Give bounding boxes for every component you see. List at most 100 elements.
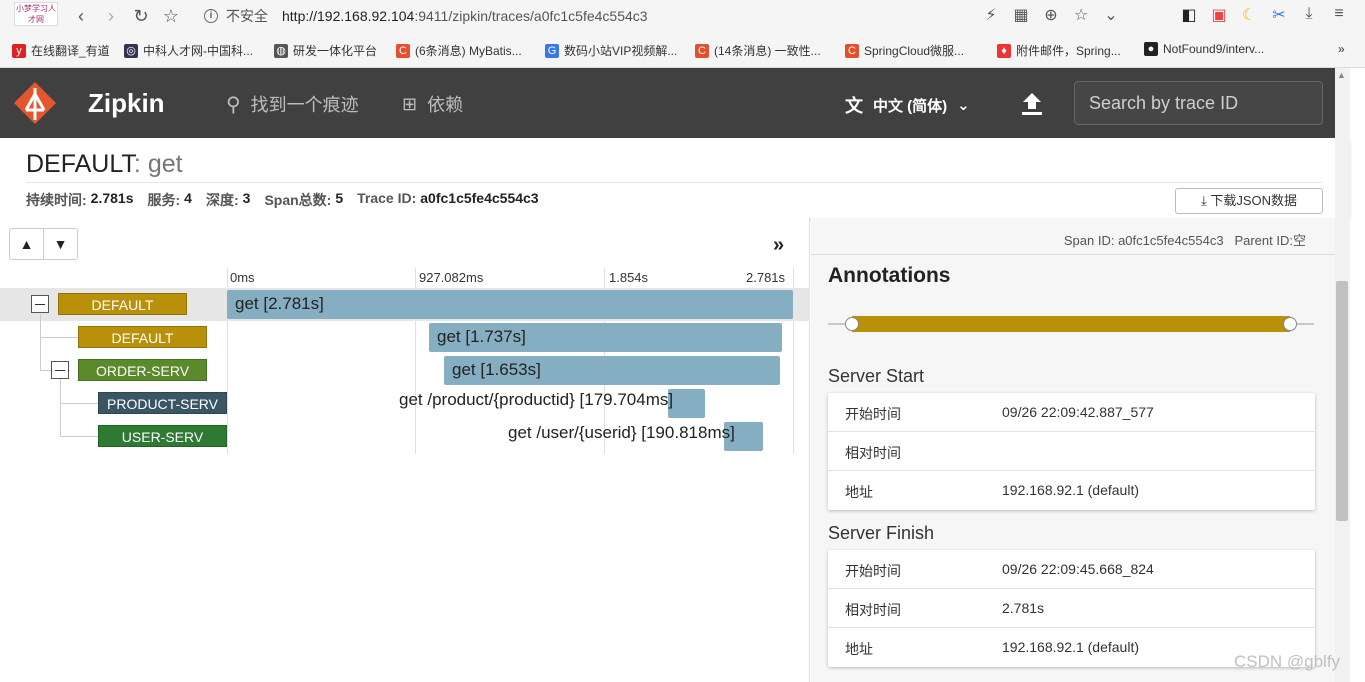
- address-bar[interactable]: 不安全 http://192.168.92.104:9411/zipkin/tra…: [226, 5, 648, 27]
- download-json-button[interactable]: ⤓ 下载JSON数据: [1175, 188, 1323, 214]
- annotation-end-marker[interactable]: [1283, 317, 1297, 331]
- gridline: [793, 268, 794, 454]
- services-value: 4: [184, 190, 192, 206]
- bookmark-item[interactable]: C SpringCloud微服...: [845, 42, 964, 59]
- spans-label: Span总数:: [264, 192, 332, 208]
- duration-label: 持续时间:: [26, 192, 87, 208]
- tick-label: 2.781s: [746, 270, 786, 285]
- dependencies-link[interactable]: ⊞ 依赖: [402, 91, 463, 117]
- bookmark-item[interactable]: ◍ 研发一体化平台: [274, 42, 377, 59]
- bookmark-label: 数码小站VIP视频解...: [564, 44, 678, 58]
- bookmark-label: 在线翻译_有道: [31, 44, 110, 58]
- service-badge: USER-SERV: [98, 425, 227, 447]
- depth-label: 深度:: [205, 192, 239, 208]
- span-bar[interactable]: [668, 389, 705, 418]
- annotation-row: 相对时间: [828, 432, 1315, 471]
- collapse-toggle-icon[interactable]: [31, 295, 49, 313]
- tree-line: [60, 379, 61, 436]
- bookmark-label: (14条消息) 一致性...: [714, 44, 821, 58]
- bookmarks-bar: y 在线翻译_有道 ◎ 中科人才网-中国科... ◍ 研发一体化平台 C (6条消息) MyB…: [0, 38, 1365, 64]
- parent-id-value: 空: [1292, 233, 1306, 248]
- bookmark-item[interactable]: ◎ 中科人才网-中国科...: [124, 42, 253, 59]
- info-icon[interactable]: i: [204, 9, 218, 23]
- zoom-icon[interactable]: ⊕: [1044, 7, 1058, 24]
- annotation-start-marker[interactable]: [845, 317, 859, 331]
- row-key: 地址: [845, 484, 873, 500]
- tree-line: [40, 314, 41, 370]
- favorite-icon[interactable]: ☆: [1073, 7, 1089, 24]
- span-bar[interactable]: get [1.737s]: [429, 323, 782, 352]
- extension-icon[interactable]: ◧: [1181, 7, 1197, 24]
- reload-icon[interactable]: ↻: [133, 6, 149, 26]
- menu-icon[interactable]: ≡: [1334, 5, 1344, 22]
- apps-icon[interactable]: ▣: [1211, 7, 1227, 24]
- scissors-icon[interactable]: ✂: [1272, 7, 1286, 24]
- download-icon: ⤓: [1200, 193, 1207, 208]
- lightning-icon[interactable]: ⚡: [985, 7, 997, 24]
- span-bar[interactable]: [724, 422, 763, 451]
- span-label: get /user/{userid} [190.818ms]: [508, 423, 735, 443]
- trace-title-separator: :: [133, 150, 148, 178]
- service-badge: ORDER-SERV: [78, 359, 207, 381]
- forward-icon[interactable]: ›: [108, 6, 114, 26]
- trace-root-operation: get: [147, 150, 183, 178]
- span-nav-controls: ▲ ▼: [9, 228, 78, 260]
- span-label-unit: ms]: [645, 390, 674, 409]
- address-tools: ⚡ ▦ ⊕ ☆ ⌄: [981, 5, 1121, 25]
- trace-id-search-input[interactable]: Search by trace ID: [1074, 81, 1323, 125]
- row-value: 192.168.92.1 (default): [1002, 639, 1139, 655]
- chevron-up-icon[interactable]: ▲: [10, 229, 44, 259]
- annotation-row: 开始时间 09/26 22:09:42.887_577: [828, 393, 1315, 432]
- translate-icon: 文: [845, 96, 863, 116]
- search-icon: ⚲: [226, 93, 241, 116]
- bookmark-item[interactable]: ♦ 附件邮件，Spring...: [997, 42, 1121, 59]
- bookmark-item[interactable]: C (14条消息) 一致性...: [695, 42, 821, 59]
- favicon[interactable]: 小梦学习人才网: [14, 2, 58, 26]
- gridline: [227, 268, 228, 454]
- brand-title[interactable]: Zipkin: [88, 88, 165, 118]
- bookmark-item[interactable]: C (6条消息) MyBatis...: [396, 42, 522, 59]
- span-bar[interactable]: get [2.781s]: [227, 290, 793, 319]
- back-icon[interactable]: ‹: [78, 6, 84, 26]
- upload-icon[interactable]: [1018, 90, 1046, 118]
- span-label: get /product/{productid} [179.704ms]: [399, 390, 673, 410]
- extension-tools: ◧ ▣ ☾ ✂ ⤓ ≡: [1179, 5, 1349, 25]
- download-icon[interactable]: ⤓: [1305, 5, 1313, 22]
- row-key: 开始时间: [845, 406, 901, 422]
- language-selector[interactable]: 文 中文 (简体) ⌄: [845, 92, 970, 118]
- bookmark-item[interactable]: G 数码小站VIP视频解...: [545, 42, 677, 59]
- chevron-down-icon: ⌄: [957, 97, 970, 114]
- annotation-timeline: [828, 316, 1314, 332]
- grid-icon[interactable]: ▦: [1013, 7, 1029, 24]
- collapse-toggle-icon[interactable]: [51, 361, 69, 379]
- watermark: CSDN @gblfy: [1234, 652, 1341, 671]
- trace-root-service: DEFAULT: [26, 150, 134, 178]
- bookmark-icon: ◍: [274, 43, 288, 58]
- page-scrollbar[interactable]: ▲: [1335, 68, 1350, 682]
- bookmarks-more-icon[interactable]: »: [1338, 42, 1345, 56]
- gridline: [415, 268, 416, 454]
- scroll-up-icon[interactable]: ▲: [1337, 70, 1346, 80]
- chevron-down-icon[interactable]: ⌄: [1104, 7, 1118, 24]
- scrollbar-thumb[interactable]: [1336, 281, 1348, 521]
- service-badge: PRODUCT-SERV: [98, 392, 227, 414]
- bookmark-item[interactable]: ● NotFound9/interv...: [1144, 42, 1264, 56]
- row-key: 相对时间: [845, 445, 901, 461]
- zipkin-logo-icon[interactable]: [12, 80, 58, 126]
- chevron-down-icon[interactable]: ▼: [53, 236, 68, 252]
- moon-icon[interactable]: ☾: [1241, 7, 1257, 24]
- server-finish-card: 开始时间 09/26 22:09:45.668_824 相对时间 2.781s 地址…: [828, 550, 1315, 667]
- bookmark-star-icon[interactable]: ☆: [162, 6, 180, 26]
- dependencies-label: 依赖: [427, 95, 464, 115]
- span-label-unit: ms]: [707, 423, 735, 442]
- expand-panel-icon[interactable]: »: [773, 234, 785, 256]
- bookmark-icon: C: [695, 43, 709, 58]
- row-value: 09/26 22:09:42.887_577: [1002, 404, 1154, 420]
- service-badge: DEFAULT: [78, 326, 207, 348]
- bookmark-item[interactable]: y 在线翻译_有道: [12, 42, 110, 59]
- bookmark-icon: y: [12, 43, 26, 58]
- find-trace-link[interactable]: ⚲ 找到一个痕迹: [226, 91, 359, 117]
- duration-value: 2.781s: [90, 190, 134, 206]
- span-bar[interactable]: get [1.653s]: [444, 356, 780, 385]
- row-value: 2.781s: [1002, 600, 1045, 616]
